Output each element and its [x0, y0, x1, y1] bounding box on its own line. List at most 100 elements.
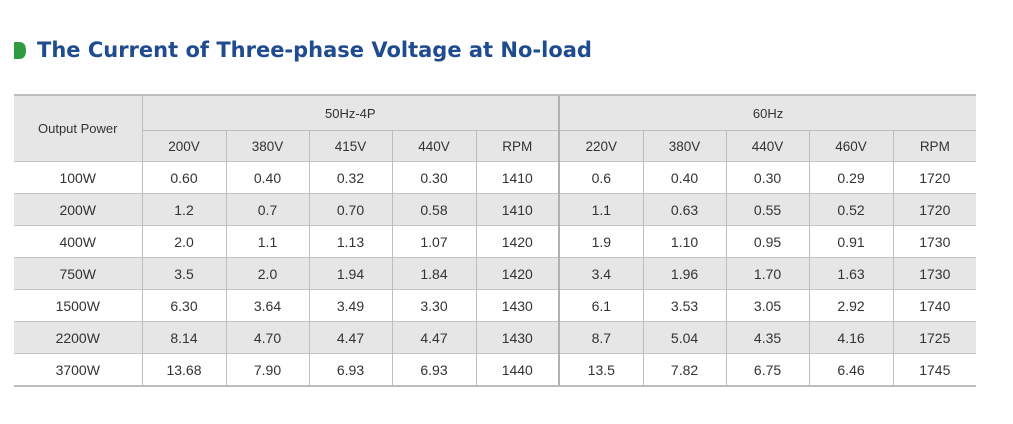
table-row: 750W 3.5 2.0 1.94 1.84 1420 3.4 1.96 1.70 1.63 173…	[14, 257, 977, 290]
output-power-cell: 750W	[14, 257, 142, 290]
value-cell: 8.14	[141, 321, 226, 354]
value-cell: 5.04	[642, 321, 727, 354]
value-cell: 0.30	[725, 161, 810, 194]
value-cell: 3.49	[308, 289, 392, 322]
value-cell: 0.30	[391, 161, 476, 194]
table-row: 100W 0.60 0.40 0.32 0.30 1410 0.6 0.40 0.30 0.29 1…	[14, 161, 977, 194]
value-cell: 1.1	[558, 193, 644, 226]
value-cell: 6.1	[558, 289, 644, 322]
output-power-cell: 200W	[14, 193, 142, 226]
value-cell: 4.35	[725, 321, 810, 354]
value-cell: 6.93	[391, 353, 476, 387]
value-cell: 0.40	[642, 161, 727, 194]
value-cell: 1.94	[308, 257, 392, 290]
page-title: The Current of Three-phase Voltage at No…	[37, 38, 592, 62]
value-cell: 1.96	[642, 257, 727, 290]
column-header: 200V	[141, 130, 226, 162]
table-row: 200W 1.2 0.7 0.70 0.58 1410 1.1 0.63 0.55 0.52 172…	[14, 193, 977, 226]
value-cell: 6.30	[141, 289, 226, 322]
value-cell: 0.95	[725, 225, 810, 258]
value-cell: 0.58	[391, 193, 476, 226]
column-header: 460V	[808, 130, 894, 162]
column-header: RPM	[892, 130, 977, 162]
output-power-cell: 1500W	[14, 289, 142, 322]
value-cell: 4.47	[308, 321, 392, 354]
value-cell: 0.52	[808, 193, 894, 226]
value-cell: 0.7	[225, 193, 309, 226]
table-row: 2200W 8.14 4.70 4.47 4.47 1430 8.7 5.04 4.35 4.16…	[14, 321, 977, 354]
value-cell: 6.75	[725, 353, 810, 387]
table-body: 100W 0.60 0.40 0.32 0.30 1410 0.6 0.40 0.30 0.29 1…	[14, 161, 977, 387]
value-cell: 7.90	[225, 353, 309, 387]
value-cell: 0.60	[141, 161, 226, 194]
value-cell: 1730	[892, 257, 977, 290]
output-power-cell: 3700W	[14, 353, 142, 387]
table-row: 1500W 6.30 3.64 3.49 3.30 1430 6.1 3.53 3.05 2.92…	[14, 289, 977, 322]
value-cell: 2.92	[808, 289, 894, 322]
value-cell: 1.2	[141, 193, 226, 226]
value-cell: 7.82	[642, 353, 727, 387]
value-cell: 3.64	[225, 289, 309, 322]
value-cell: 8.7	[558, 321, 644, 354]
output-power-cell: 2200W	[14, 321, 142, 354]
value-cell: 6.93	[308, 353, 392, 387]
group-header-row: Output Power 50Hz-4P 60Hz	[14, 94, 977, 162]
output-power-cell: 400W	[14, 225, 142, 258]
value-cell: 0.32	[308, 161, 392, 194]
value-cell: 3.4	[558, 257, 644, 290]
value-cell: 1430	[475, 321, 560, 354]
value-cell: 0.55	[725, 193, 810, 226]
column-header: 220V	[558, 130, 644, 162]
value-cell: 1410	[475, 161, 560, 194]
value-cell: 0.6	[558, 161, 644, 194]
value-cell: 1430	[475, 289, 560, 322]
value-cell: 1730	[892, 225, 977, 258]
value-cell: 1.1	[225, 225, 309, 258]
value-cell: 4.16	[808, 321, 894, 354]
value-cell: 1420	[475, 225, 560, 258]
value-cell: 0.91	[808, 225, 894, 258]
value-cell: 1720	[892, 193, 977, 226]
value-cell: 1440	[475, 353, 560, 387]
value-cell: 0.40	[225, 161, 309, 194]
group-header-60hz: 60Hz	[558, 94, 977, 131]
column-header: 440V	[725, 130, 810, 162]
table-row: 400W 2.0 1.1 1.13 1.07 1420 1.9 1.10 0.95 0.91 173…	[14, 225, 977, 258]
value-cell: 1420	[475, 257, 560, 290]
column-header-row: 200V 380V 415V 440V RPM 220V 380V 440V 4…	[14, 130, 977, 162]
value-cell: 1.84	[391, 257, 476, 290]
value-cell: 1.9	[558, 225, 644, 258]
value-cell: 1740	[892, 289, 977, 322]
value-cell: 1.13	[308, 225, 392, 258]
green-arrow-marker-icon	[14, 41, 26, 59]
value-cell: 1.70	[725, 257, 810, 290]
value-cell: 1.10	[642, 225, 727, 258]
value-cell: 3.05	[725, 289, 810, 322]
current-spec-table: Output Power 50Hz-4P 60Hz 200V 380V 415V…	[14, 94, 977, 387]
column-header: 380V	[225, 130, 309, 162]
column-header: 380V	[642, 130, 727, 162]
value-cell: 3.5	[141, 257, 226, 290]
value-cell: 0.70	[308, 193, 392, 226]
value-cell: 2.0	[225, 257, 309, 290]
value-cell: 6.46	[808, 353, 894, 387]
value-cell: 0.29	[808, 161, 894, 194]
column-header: 415V	[308, 130, 392, 162]
value-cell: 3.53	[642, 289, 727, 322]
value-cell: 1.63	[808, 257, 894, 290]
value-cell: 3.30	[391, 289, 476, 322]
value-cell: 13.5	[558, 353, 644, 387]
output-power-cell: 100W	[14, 161, 142, 194]
column-header: RPM	[475, 130, 560, 162]
section-heading: The Current of Three-phase Voltage at No…	[14, 34, 592, 66]
value-cell: 1410	[475, 193, 560, 226]
value-cell: 4.70	[225, 321, 309, 354]
value-cell: 2.0	[141, 225, 226, 258]
column-header: 440V	[391, 130, 476, 162]
value-cell: 1745	[892, 353, 977, 387]
value-cell: 1.07	[391, 225, 476, 258]
value-cell: 1720	[892, 161, 977, 194]
output-power-header: Output Power	[14, 94, 142, 162]
table-row: 3700W 13.68 7.90 6.93 6.93 1440 13.5 7.82 6.75 6.…	[14, 353, 977, 387]
value-cell: 1725	[892, 321, 977, 354]
